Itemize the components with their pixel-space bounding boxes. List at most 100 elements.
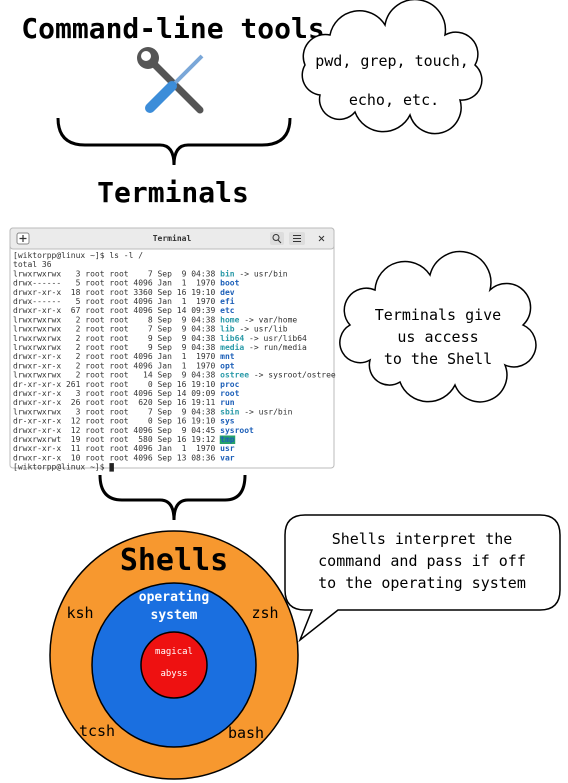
entry-name: sbin bbox=[220, 406, 239, 416]
entry-name: ostree bbox=[220, 371, 249, 380]
title: Command-line tools bbox=[21, 12, 324, 45]
entry-name: run bbox=[220, 398, 235, 407]
terminal-line: total 36 bbox=[13, 260, 52, 269]
terminal-window bbox=[9, 227, 335, 469]
terminal-line: lrwxrwxrwx 3 root root 7 Sep 9 04:38 bin… bbox=[13, 268, 288, 278]
os-label: operating bbox=[139, 590, 209, 605]
cloud bbox=[339, 250, 537, 403]
entry-meta: drwxr-xr-x 18 root root 3360 Sep 16 19:1… bbox=[13, 288, 215, 297]
entry-name: proc bbox=[220, 380, 239, 389]
terminal-line: drwxr-xr-x 12 root root 4096 Sep 9 04:45… bbox=[13, 426, 254, 435]
terminal-line: drwxrwxrwt 19 root root 580 Sep 16 19:12… bbox=[13, 435, 235, 444]
entry-name: root bbox=[220, 389, 239, 398]
entry-name: opt bbox=[220, 361, 235, 370]
entry-link: -> usr/bin bbox=[239, 269, 287, 278]
terminal-line: lrwxrwxrwx 2 root root 8 Sep 9 04:38 hom… bbox=[13, 315, 297, 324]
entry-name: dev bbox=[220, 288, 235, 297]
terminal-line: drwxr-xr-x 26 root root 620 Sep 16 19:11… bbox=[13, 398, 235, 407]
entry-name: sysroot bbox=[220, 426, 254, 435]
terminal-line: drwx------ 5 root root 4096 Jan 1 1970 e… bbox=[13, 296, 235, 306]
entry-name: efi bbox=[220, 296, 235, 306]
highlight bbox=[219, 435, 236, 444]
entry-name: home bbox=[220, 315, 239, 324]
entry-name: var bbox=[220, 453, 235, 462]
entry-name: etc bbox=[220, 306, 235, 315]
terminal-line: lrwxrwxrwx 2 root root 7 Sep 9 04:38 lib… bbox=[13, 324, 288, 334]
terminal-line: dr-xr-xr-x 261 root root 0 Sep 16 19:10 … bbox=[13, 380, 240, 389]
terminal-line: dr-xr-xr-x 12 root root 0 Sep 16 19:10 s… bbox=[13, 417, 235, 426]
entry-meta: dr-xr-xr-x 261 root root 0 Sep 16 19:10 bbox=[13, 380, 215, 389]
terminal-line: drwxr-xr-x 67 root root 4096 Sep 14 09:3… bbox=[13, 306, 235, 315]
entry-name: lib bbox=[220, 324, 235, 334]
entry-meta: drwx------ 5 root root 4096 Jan 1 1970 bbox=[13, 279, 215, 288]
entry-meta: drwxr-xr-x 10 root root 4096 Sep 13 08:3… bbox=[13, 453, 215, 462]
cloud-text: to the Shell bbox=[384, 350, 492, 368]
entry-meta: lrwxrwxrwx 2 root root 7 Sep 9 04:38 bbox=[13, 325, 215, 334]
command: ls -l / bbox=[109, 251, 143, 260]
terminal-line: lrwxrwxrwx 2 root root 9 Sep 9 04:38 med… bbox=[13, 342, 307, 352]
cloud-text: pwd, grep, touch, bbox=[315, 52, 469, 70]
terminal-line: drwxr-xr-x 2 root root 4096 Jan 1 1970 m… bbox=[13, 352, 235, 361]
terminal-line: drwxr-xr-x 3 root root 4096 Sep 14 09:09… bbox=[13, 389, 240, 398]
entry-meta: drwxr-xr-x 12 root root 4096 Sep 9 04:45 bbox=[13, 426, 215, 435]
prompt: [wiktorpp@linux ~]$ bbox=[13, 251, 105, 260]
cloud-text: Terminals give bbox=[375, 306, 501, 324]
core-label: abyss bbox=[160, 669, 187, 679]
entry-link: -> var/home bbox=[244, 315, 297, 324]
entry-name: boot bbox=[220, 279, 239, 288]
terminal-line: lrwxrwxrwx 3 root root 7 Sep 9 04:38 sbi… bbox=[13, 406, 293, 416]
bubble-text: command and pass if off bbox=[318, 552, 526, 570]
window-title: Terminal bbox=[153, 233, 192, 243]
core-label: magical bbox=[155, 647, 193, 657]
terminal-line: lrwxrwxrwx 2 root root 9 Sep 9 04:38 lib… bbox=[13, 333, 307, 343]
entry-link: -> sysroot/ostree bbox=[254, 371, 336, 380]
shell-name: bash bbox=[228, 724, 264, 742]
entry-name: media bbox=[220, 342, 244, 352]
brace bbox=[56, 117, 292, 166]
entry-name: tmp bbox=[220, 435, 235, 444]
entry-meta: drwxrwxrwt 19 root root 580 Sep 16 19:12 bbox=[13, 435, 215, 444]
shell-name: zsh bbox=[251, 604, 278, 622]
prompt: [wiktorpp@linux ~]$ bbox=[13, 463, 105, 472]
terminal-line: drwxr-xr-x 18 root root 3360 Sep 16 19:1… bbox=[13, 288, 235, 297]
entry-meta: lrwxrwxrwx 3 root root 7 Sep 9 04:38 bbox=[13, 407, 215, 416]
speech-bubble bbox=[284, 514, 561, 643]
cloud bbox=[301, 0, 483, 135]
entry-link: -> usr/lib64 bbox=[249, 334, 307, 343]
cursor bbox=[109, 463, 114, 472]
entry-meta: dr-xr-xr-x 12 root root 0 Sep 16 19:10 bbox=[13, 417, 215, 426]
entry-meta: lrwxrwxrwx 2 root root 8 Sep 9 04:38 bbox=[13, 315, 215, 324]
entry-meta: lrwxrwxrwx 2 root root 14 Sep 9 04:38 bbox=[13, 371, 215, 380]
heading: Terminals bbox=[97, 176, 249, 209]
bubble-text: to the operating system bbox=[318, 574, 526, 592]
shell-name: ksh bbox=[66, 604, 93, 622]
brace bbox=[98, 474, 247, 521]
entry-meta: lrwxrwxrwx 3 root root 7 Sep 9 04:38 bbox=[13, 269, 215, 278]
entry-meta: drwxr-xr-x 2 root root 4096 Jan 1 1970 bbox=[13, 352, 215, 361]
terminal-line: drwxr-xr-x 11 root root 4096 Jan 1 1970 … bbox=[13, 444, 235, 453]
terminal-line: [wiktorpp@linux ~]$ ls -l / bbox=[13, 251, 143, 260]
entry-name: sys bbox=[220, 417, 235, 426]
cloud-text: us access bbox=[397, 328, 478, 346]
entry-link: -> usr/bin bbox=[244, 407, 292, 416]
entry-link: -> run/media bbox=[249, 343, 307, 352]
shell-name: tcsh bbox=[79, 722, 115, 740]
entry-meta: drwxr-xr-x 3 root root 4096 Sep 14 09:09 bbox=[13, 389, 215, 398]
entry-meta: lrwxrwxrwx 2 root root 9 Sep 9 04:38 bbox=[13, 334, 215, 343]
terminal-line: drwx------ 5 root root 4096 Jan 1 1970 b… bbox=[13, 279, 240, 288]
entry-name: bin bbox=[220, 268, 235, 278]
terminal-line: drwxr-xr-x 10 root root 4096 Sep 13 08:3… bbox=[13, 453, 235, 462]
entry-name: mnt bbox=[220, 352, 235, 361]
bubble-text: Shells interpret the bbox=[332, 530, 513, 548]
shells-title: Shells bbox=[120, 543, 228, 578]
entry-meta: drwxr-xr-x 11 root root 4096 Jan 1 1970 bbox=[13, 444, 215, 453]
os-label: system bbox=[151, 608, 198, 623]
entry-meta: drwx------ 5 root root 4096 Jan 1 1970 bbox=[13, 297, 215, 306]
terminal-line: [wiktorpp@linux ~]$ bbox=[13, 463, 105, 472]
total: total 36 bbox=[13, 260, 52, 269]
core bbox=[140, 631, 208, 699]
entry-meta: drwxr-xr-x 2 root root 4096 Jan 1 1970 bbox=[13, 361, 215, 370]
entry-meta: drwxr-xr-x 26 root root 620 Sep 16 19:11 bbox=[13, 398, 215, 407]
tools-icon bbox=[137, 47, 204, 114]
